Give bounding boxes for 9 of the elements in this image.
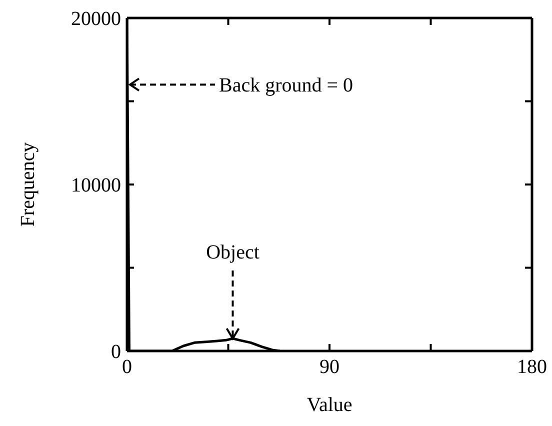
y-tick-label: 20000 [71, 8, 121, 30]
x-tick-label: 90 [320, 356, 340, 378]
y-axis-title: Frequency [17, 142, 40, 227]
x-tick-label: 180 [517, 356, 547, 378]
annotation: Back ground = 0 [219, 74, 354, 97]
y-tick-label: 0 [111, 341, 121, 363]
y-tick-label: 10000 [71, 174, 121, 196]
annotation: Object [206, 242, 260, 264]
x-axis-title: Value [306, 394, 352, 416]
